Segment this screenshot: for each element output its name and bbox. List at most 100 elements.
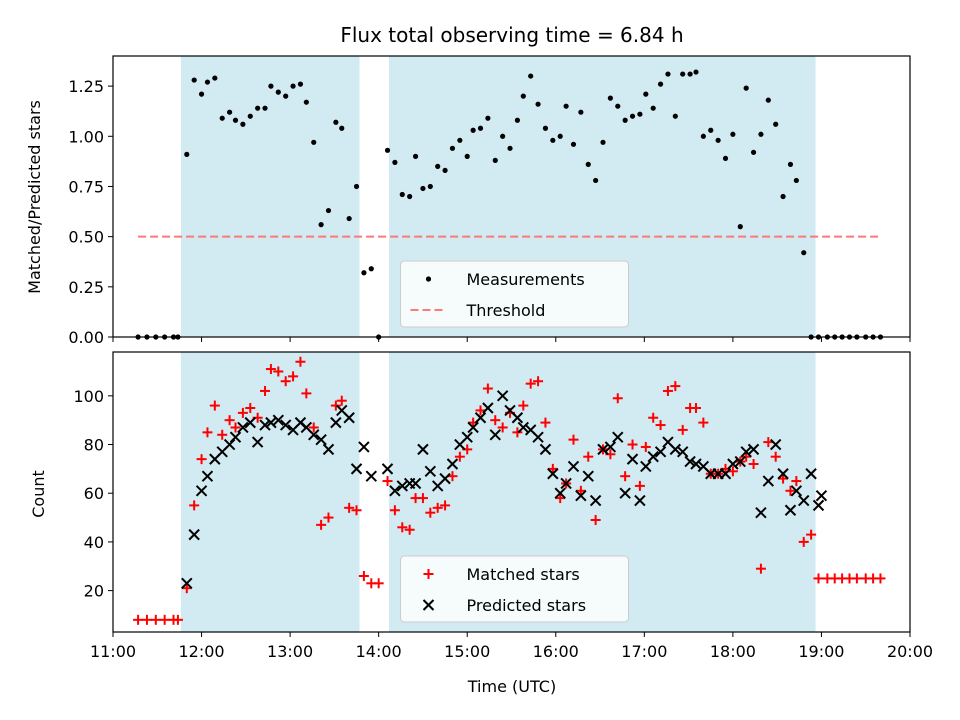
predicted-star-marker-b xyxy=(396,480,408,492)
predicted-star-marker-b xyxy=(619,487,631,499)
predicted-star-marker xyxy=(474,412,487,424)
predicted-star-marker-b xyxy=(727,458,739,470)
top-ylabel: Matched/Predicted stars xyxy=(25,100,44,294)
measurement-point xyxy=(750,149,757,155)
predicted-star-marker-b xyxy=(769,438,782,451)
predicted-star-marker-b xyxy=(684,455,696,468)
predicted-star-marker-b xyxy=(517,421,530,434)
predicted-star-marker xyxy=(690,458,702,470)
x-tick-label: 15:00 xyxy=(444,642,490,661)
predicted-star-marker xyxy=(389,485,401,497)
predicted-star-marker-b xyxy=(747,443,760,456)
predicted-star-marker-b xyxy=(409,477,422,490)
matched-star-marker xyxy=(301,388,312,399)
matched-star-marker xyxy=(133,614,144,625)
matched-star-marker xyxy=(806,529,817,540)
y-tick-label: 1.25 xyxy=(68,77,104,96)
predicted-star-marker xyxy=(511,412,524,424)
matched-star-marker xyxy=(690,403,701,413)
measurement-point xyxy=(672,113,678,119)
matched-star-marker xyxy=(640,441,651,452)
x-tick-label: 16:00 xyxy=(533,642,579,661)
measurement-point xyxy=(687,71,693,77)
predicted-star-marker xyxy=(612,431,624,443)
matched-star-marker xyxy=(475,405,486,416)
matched-star-marker xyxy=(454,451,465,462)
predicted-star-marker-b xyxy=(389,485,401,497)
predicted-star-marker xyxy=(755,506,767,519)
predicted-star-marker-b xyxy=(539,443,552,456)
predicted-star-marker xyxy=(365,470,377,482)
predicted-star-marker xyxy=(517,421,530,434)
matched-star-marker xyxy=(172,614,183,625)
measurement-point xyxy=(629,113,636,119)
predicted-star-marker-b xyxy=(812,499,825,512)
predicted-star-marker-b xyxy=(612,431,624,443)
y-tick-label: 0.75 xyxy=(68,177,104,196)
measurement-point xyxy=(793,177,799,184)
predicted-star-marker-b xyxy=(358,441,370,453)
measurement-point xyxy=(743,85,749,91)
measurement-point xyxy=(550,137,556,143)
predicted-star-marker-b xyxy=(690,458,702,470)
predicted-star-marker-b xyxy=(446,458,459,470)
predicted-star-marker-b xyxy=(474,412,487,424)
matched-star-marker xyxy=(778,473,789,484)
measurement-point xyxy=(333,119,339,125)
measurement-point xyxy=(325,207,332,214)
predicted-star-marker xyxy=(597,443,609,456)
predicted-star-marker-b xyxy=(265,416,277,429)
predicted-star-marker xyxy=(640,460,652,473)
legend-label: Predicted stars xyxy=(467,596,587,615)
predicted-star-marker-b xyxy=(272,414,285,426)
matched-star-marker xyxy=(280,376,291,387)
matched-star-marker xyxy=(336,395,347,406)
matched-star-marker xyxy=(555,493,566,504)
legend-swatch-matched xyxy=(423,569,434,579)
predicted-star-marker xyxy=(201,470,214,482)
predicted-star-marker xyxy=(308,429,320,441)
predicted-star-marker xyxy=(734,455,746,468)
predicted-star-marker xyxy=(740,446,752,458)
measurement-point xyxy=(477,125,484,131)
predicted-star-marker xyxy=(677,446,689,458)
legend: Measurements Threshold xyxy=(400,260,629,328)
predicted-star-marker xyxy=(647,450,659,463)
predicted-star-marker-b xyxy=(279,419,292,431)
predicted-star-marker-b xyxy=(575,489,587,502)
legend-label: Measurements xyxy=(467,270,585,289)
measurement-point xyxy=(615,103,621,109)
predicted-star-marker xyxy=(417,443,429,456)
matched-star-marker xyxy=(612,393,623,404)
predicted-star-marker-b xyxy=(762,475,775,487)
bottom-xlabel: Time (UTC) xyxy=(467,677,556,696)
bottom-plot-area: 20 40 60 80 100 11:00 12:00 13:00 14:00 15:00 16:0… xyxy=(73,351,933,661)
predicted-star-marker xyxy=(539,443,552,456)
measurement-point xyxy=(262,105,268,111)
measurement-point xyxy=(275,89,281,95)
measurement-point xyxy=(528,73,534,79)
measurement-point xyxy=(427,183,433,190)
predicted-star-marker xyxy=(547,468,559,480)
measurement-point xyxy=(607,95,613,101)
predicted-star-marker-b xyxy=(740,446,752,458)
predicted-star-marker xyxy=(719,468,732,480)
matched-star-marker xyxy=(727,466,738,477)
measurement-point xyxy=(449,145,456,151)
measurement-point xyxy=(268,83,274,89)
matched-star-marker xyxy=(245,403,256,413)
measurement-point xyxy=(457,137,463,143)
measurement-point xyxy=(283,93,289,99)
predicted-star-marker-b xyxy=(330,416,342,429)
matched-star-marker xyxy=(583,451,594,462)
plot-frame xyxy=(112,351,911,633)
measurement-point xyxy=(464,153,470,159)
measurement-point xyxy=(657,81,664,87)
matched-star-marker xyxy=(677,424,688,435)
matched-star-marker xyxy=(330,400,341,411)
y-tick-label: 0.25 xyxy=(68,278,104,297)
matched-star-marker xyxy=(525,378,536,389)
predicted-star-marker xyxy=(259,419,271,431)
predicted-star-marker xyxy=(626,453,639,465)
matched-star-marker xyxy=(482,383,493,394)
